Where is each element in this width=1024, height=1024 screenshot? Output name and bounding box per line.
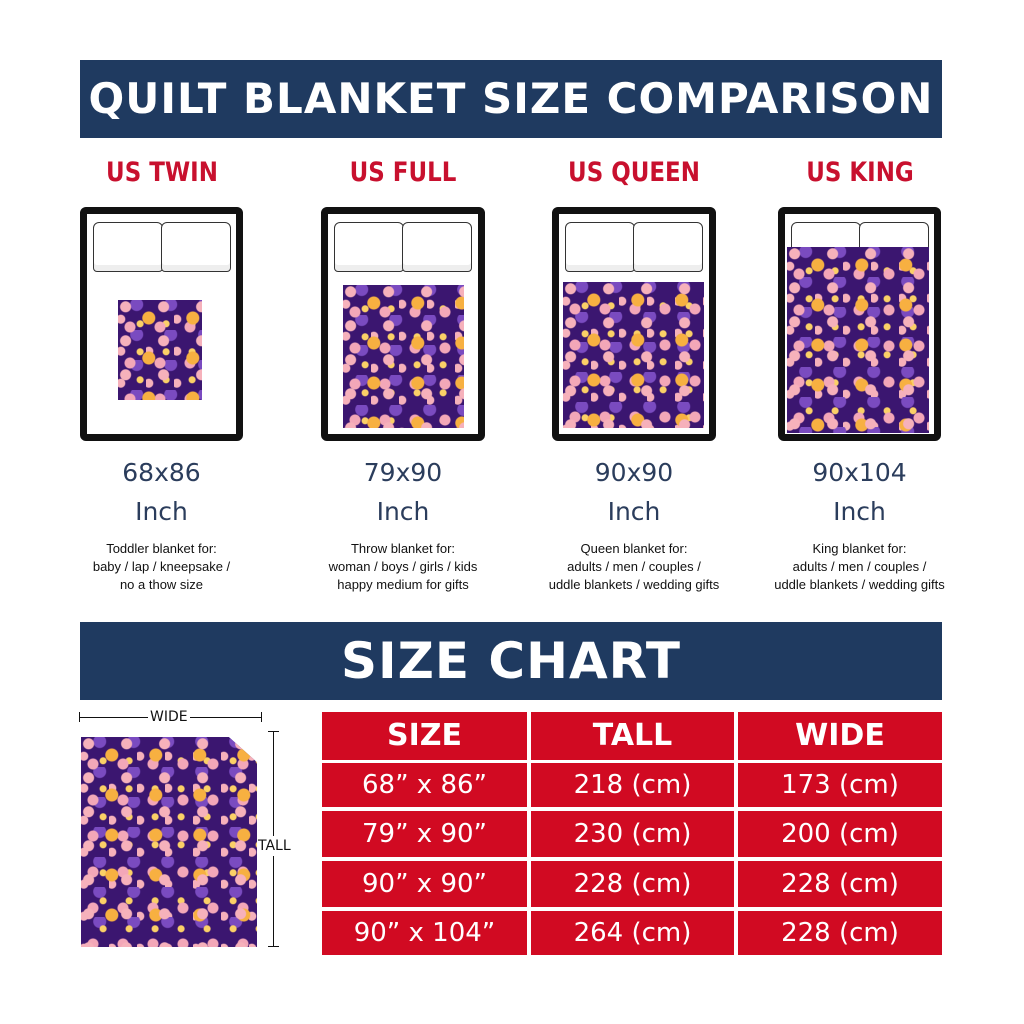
table-cell: 79” x 90” [322,811,527,857]
size-title: US FULL [349,157,457,188]
pillow-icon [93,222,163,272]
pillow-icon [161,222,231,272]
size-dimensions: 90x90 Inch [594,458,674,526]
table-cell: 228 (cm) [531,861,734,907]
pillow-icon [334,222,404,272]
size-dimensions: 79x90 Inch [363,458,443,526]
quilt-image [563,282,704,428]
table-cell: 228 (cm) [738,911,942,955]
table-cell: 90” x 90” [322,861,527,907]
size-description: Throw blanket for: woman / boys / girls /… [328,541,478,592]
size-description: Toddler blanket for: baby / lap / kneepsa… [92,541,231,592]
table-cell: 264 (cm) [531,911,734,955]
quilt-sample-image [81,737,257,947]
wide-tick-left [79,712,80,722]
quilt-image [343,285,464,428]
pillow-icon [565,222,635,272]
quilt-image [118,300,202,400]
table-cell: 230 (cm) [531,811,734,857]
table-header-cell: SIZE [322,712,527,760]
size-title: US TWIN [105,157,218,188]
quilt-image [787,247,929,433]
table-cell: 218 (cm) [531,763,734,807]
table-cell: 173 (cm) [738,763,942,807]
size-description: Queen blanket for: adults / men / couples… [548,541,720,592]
tall-tick-top [268,731,279,732]
comparison-banner: QUILT BLANKET SIZE COMPARISON [80,60,942,138]
table-cell: 228 (cm) [738,861,942,907]
bed-frame [80,207,243,441]
size-chart-banner: SIZE CHART [80,622,942,700]
table-cell: 68” x 86” [322,763,527,807]
size-dimensions: 90x104 Inch [812,458,907,526]
wide-label: WIDE [148,709,190,725]
table-header-cell: TALL [531,712,734,760]
pillow-icon [402,222,472,272]
table-header-cell: WIDE [738,712,942,760]
size-dimensions: 68x86 Inch [122,458,201,526]
table-cell: 200 (cm) [738,811,942,857]
size-title: US KING [805,157,914,188]
tall-label: TALL [258,836,291,856]
pillow-icon [633,222,703,272]
wide-tick-right [261,712,262,722]
tall-tick-bottom [268,946,279,947]
size-description: King blanket for: adults / men / couples … [774,541,945,592]
size-title: US QUEEN [568,157,700,188]
table-cell: 90” x 104” [322,911,527,955]
